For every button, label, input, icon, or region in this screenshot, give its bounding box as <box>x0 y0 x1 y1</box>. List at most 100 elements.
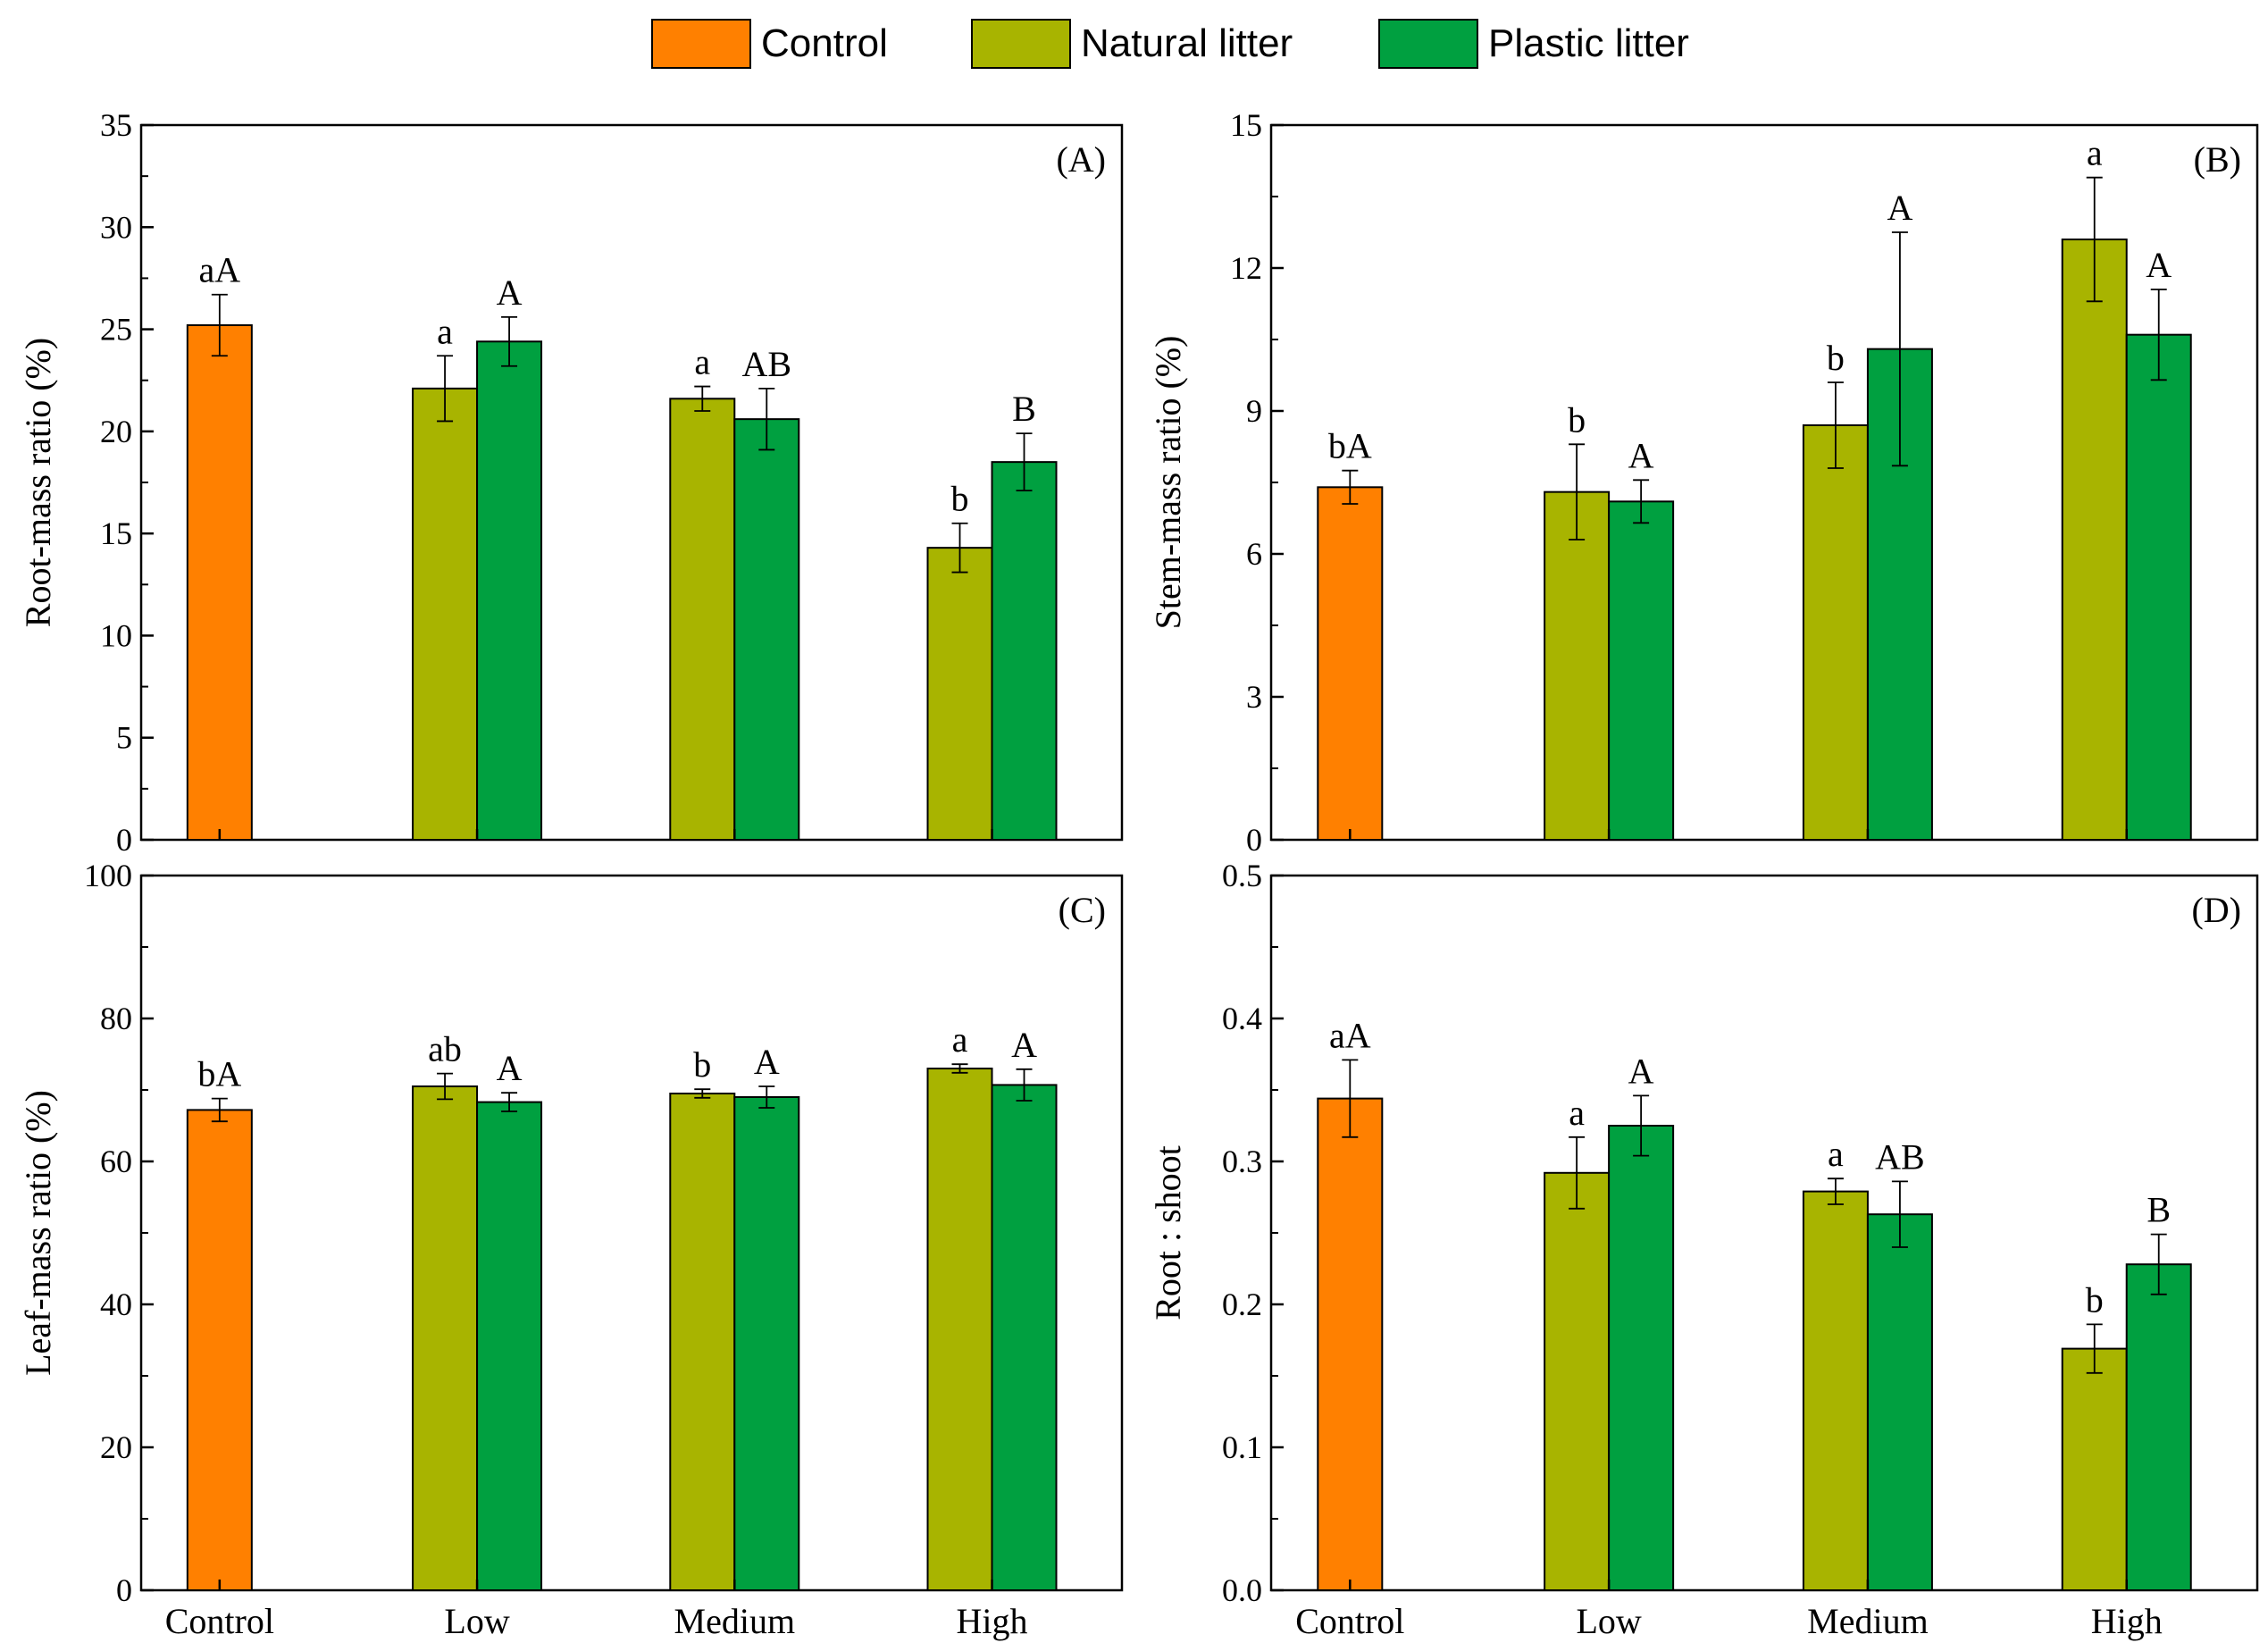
bar-natural-litter-low <box>1544 1171 1611 1592</box>
y-axis-title: Stem-mass ratio (%) <box>1148 336 1188 630</box>
bar-plastic-litter-low <box>1608 1125 1675 1591</box>
bar-natural-litter-low <box>412 387 479 841</box>
significance-label: aA <box>199 250 241 290</box>
x-category-label: High <box>957 1601 1028 1641</box>
significance-label: a <box>1828 1134 1844 1174</box>
significance-label: bA <box>197 1054 241 1094</box>
y-tick-label: 0 <box>1246 822 1262 858</box>
significance-label: b <box>693 1044 711 1085</box>
significance-label: AB <box>742 344 792 384</box>
y-tick-label: 5 <box>116 720 132 756</box>
significance-label: a <box>1569 1093 1585 1133</box>
bar-natural-litter-medium <box>1802 1190 1869 1591</box>
x-category-label: Control <box>1295 1601 1404 1641</box>
y-tick-label: 15 <box>100 515 132 551</box>
y-tick-label: 3 <box>1246 679 1262 715</box>
y-tick-label: 0.4 <box>1222 1001 1262 1036</box>
panel-letter: (B) <box>2194 139 2241 180</box>
bar-plastic-litter-medium <box>733 418 800 841</box>
y-tick-label: 0.1 <box>1222 1429 1262 1465</box>
significance-label: a <box>952 1019 968 1060</box>
bar-natural-litter-high <box>926 1068 993 1591</box>
significance-label: AB <box>1875 1136 1925 1177</box>
bar-natural-litter-medium <box>669 1093 736 1591</box>
bar-control-control <box>186 1109 253 1591</box>
bar-plastic-litter-high <box>2125 1263 2192 1591</box>
bar-plastic-litter-high <box>2125 333 2192 841</box>
legend-label-plastic-litter: Plastic litter <box>1488 21 1689 65</box>
x-category-label: Low <box>444 1601 509 1641</box>
y-tick-label: 0.3 <box>1222 1144 1262 1179</box>
bar-plastic-litter-high <box>991 1084 1058 1591</box>
significance-label: b <box>951 479 969 519</box>
y-tick-label: 6 <box>1246 536 1262 572</box>
panel-letter: (C) <box>1059 890 1106 930</box>
x-category-label: Medium <box>1807 1601 1929 1641</box>
y-tick-label: 35 <box>100 107 132 143</box>
y-tick-label: 30 <box>100 209 132 245</box>
bar-plastic-litter-medium <box>733 1096 800 1591</box>
y-tick-label: 10 <box>100 617 132 653</box>
y-tick-label: 0.2 <box>1222 1286 1262 1322</box>
significance-label: bA <box>1328 426 1372 466</box>
bar-control-control <box>186 324 253 841</box>
y-tick-label: 12 <box>1230 250 1262 286</box>
y-axis-title: Root : shoot <box>1148 1145 1188 1320</box>
x-category-label: Medium <box>674 1601 796 1641</box>
bar-natural-litter-medium <box>669 398 736 841</box>
significance-label: a <box>2087 133 2103 173</box>
legend: Control Natural litter Plastic litter <box>651 19 1689 69</box>
y-tick-label: 60 <box>100 1144 132 1179</box>
bar-plastic-litter-low <box>476 340 543 841</box>
bar-natural-litter-high <box>926 547 993 842</box>
significance-label: b <box>1827 338 1845 378</box>
y-tick-label: 9 <box>1246 393 1262 429</box>
significance-label: b <box>1568 399 1586 440</box>
y-tick-label: 80 <box>100 1001 132 1036</box>
y-tick-label: 15 <box>1230 107 1262 143</box>
significance-label: A <box>1628 1051 1654 1091</box>
y-axis-title: Root-mass ratio (%) <box>18 338 58 627</box>
significance-label: B <box>2147 1190 2171 1230</box>
significance-label: aA <box>1329 1015 1371 1055</box>
y-tick-label: 20 <box>100 1429 132 1465</box>
bar-control-control <box>1317 1097 1384 1591</box>
significance-label: ab <box>428 1029 462 1069</box>
bar-natural-litter-high <box>2061 1347 2128 1591</box>
y-tick-label: 20 <box>100 414 132 449</box>
significance-label: A <box>497 272 523 313</box>
legend-swatch-control <box>651 19 751 69</box>
significance-label: a <box>694 342 710 382</box>
bar-plastic-litter-high <box>991 461 1058 842</box>
significance-label: B <box>1012 389 1036 429</box>
y-tick-label: 0.0 <box>1222 1572 1262 1608</box>
bar-natural-litter-high <box>2061 239 2128 841</box>
significance-label: a <box>437 311 453 351</box>
significance-label: b <box>2086 1279 2104 1320</box>
bar-control-control <box>1317 486 1384 841</box>
bar-plastic-litter-medium <box>1866 1213 1933 1591</box>
legend-label-control: Control <box>761 21 888 65</box>
significance-label: A <box>1887 188 1912 228</box>
bar-natural-litter-medium <box>1802 424 1869 841</box>
panel-letter: (D) <box>2191 890 2241 930</box>
legend-swatch-natural-litter <box>971 19 1071 69</box>
significance-label: A <box>2146 245 2172 285</box>
significance-label: A <box>754 1042 780 1082</box>
bar-natural-litter-low <box>412 1085 479 1591</box>
x-category-label: Low <box>1576 1601 1641 1641</box>
significance-label: A <box>497 1048 523 1088</box>
y-tick-label: 100 <box>84 858 132 893</box>
x-category-label: Control <box>165 1601 274 1641</box>
y-tick-label: 0.5 <box>1222 858 1262 893</box>
legend-swatch-plastic-litter <box>1378 19 1478 69</box>
y-tick-label: 0 <box>116 1572 132 1608</box>
legend-label-natural-litter: Natural litter <box>1081 21 1293 65</box>
bar-plastic-litter-low <box>476 1101 543 1591</box>
